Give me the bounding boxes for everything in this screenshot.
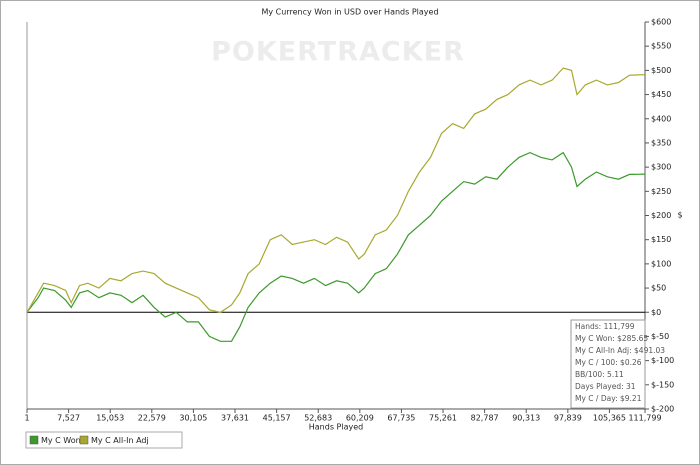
y-tick-label: $50 (651, 284, 666, 293)
stats-line: BB/100: 5.11 (575, 370, 624, 379)
x-tick-label: 82,787 (471, 414, 499, 423)
stats-line: My C / 100: $0.26 (575, 358, 642, 367)
y-tick-label: $250 (651, 187, 671, 196)
x-tick-label: 75,261 (429, 414, 457, 423)
x-tick-label: 22,579 (138, 414, 166, 423)
y-tick-label: $550 (651, 42, 671, 51)
y-tick-label: $-200 (651, 405, 674, 414)
y-axis-label: $ (677, 211, 682, 220)
y-tick-label: $450 (651, 90, 671, 99)
x-tick-label: 45,157 (263, 414, 291, 423)
y-tick-label: $0 (651, 308, 661, 317)
y-tick-label: $-100 (651, 356, 674, 365)
x-tick-label: 15,053 (96, 414, 124, 423)
stats-line: My C All-In Adj: $491.03 (575, 346, 665, 355)
y-tick-label: $-150 (651, 380, 674, 389)
x-tick-label: 67,735 (387, 414, 415, 423)
x-tick-label: 52,683 (304, 414, 332, 423)
chart-title: My Currency Won in USD over Hands Played (261, 8, 438, 17)
y-tick-label: $200 (651, 211, 671, 220)
stats-box (570, 319, 646, 409)
x-tick-label: 60,209 (346, 414, 374, 423)
stats-line: My C / Day: $9.21 (575, 394, 642, 403)
y-tick-label: $600 (651, 18, 671, 27)
legend-label: My C Won (41, 436, 81, 445)
stats-line: Days Played: 31 (575, 382, 636, 391)
y-tick-label: $300 (651, 163, 671, 172)
legend-label: My C All-In Adj (91, 436, 149, 445)
series-line (26, 67, 646, 313)
y-tick-label: $100 (651, 259, 671, 268)
x-tick-label: 30,105 (179, 414, 207, 423)
legend-box (25, 431, 183, 449)
y-tick-label: $500 (651, 66, 671, 75)
x-axis-label: Hands Played (309, 423, 363, 432)
watermark: POKERTRACKER (211, 37, 465, 68)
x-tick-label: 97,839 (554, 414, 582, 423)
legend-swatch (29, 435, 39, 445)
y-tick-label: $350 (651, 138, 671, 147)
y-tick-label: $-50 (651, 332, 669, 341)
legend-swatch (79, 435, 89, 445)
x-tick-label: 105,365 (593, 414, 626, 423)
stats-line: Hands: 111,799 (575, 322, 635, 331)
y-tick-label: $150 (651, 235, 671, 244)
stats-line: My C Won: $285.65 (575, 334, 648, 343)
x-tick-label: 90,313 (512, 414, 540, 423)
series-line (26, 151, 646, 342)
y-tick-label: $400 (651, 114, 671, 123)
x-tick-label: 111,799 (628, 414, 661, 423)
x-tick-label: 37,631 (221, 414, 249, 423)
x-tick-label: 1 (24, 414, 29, 423)
x-tick-label: 7,527 (57, 414, 80, 423)
